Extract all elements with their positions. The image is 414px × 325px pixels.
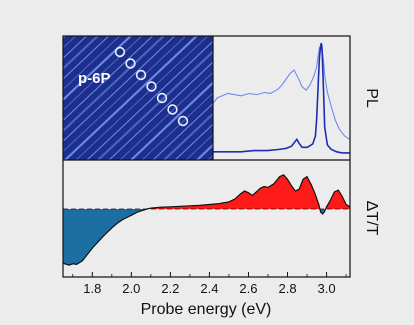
- bead: [135, 69, 147, 81]
- bead: [167, 104, 178, 115]
- image-stripe: [75, 36, 209, 160]
- image-stripe: [63, 36, 187, 153]
- x-tick-label: 2.2: [161, 281, 179, 296]
- positive-area: [147, 174, 321, 209]
- delta-t-curve: [63, 174, 350, 266]
- outer-frame: [62, 35, 351, 278]
- image-stripe: [108, 61, 213, 160]
- image-stripe: [63, 36, 166, 133]
- positive-area: [325, 190, 350, 209]
- bead: [125, 58, 136, 69]
- image-stripe: [63, 36, 133, 102]
- pl-axis-title: PL: [363, 88, 380, 108]
- x-tick-label: 2.8: [278, 281, 296, 296]
- image-stripe: [63, 36, 88, 60]
- image-stripe: [63, 36, 121, 91]
- image-stripe: [63, 36, 199, 160]
- pl-panel: [213, 42, 350, 154]
- x-axis-ticks: 1.8 2.0 2.2 2.4 2.6 2.8 3.0: [72, 272, 347, 296]
- x-tick-label: 2.4: [200, 281, 218, 296]
- image-stripe: [207, 154, 213, 160]
- image-stripe: [86, 40, 213, 160]
- pl-lines: [213, 42, 350, 154]
- bead: [114, 46, 126, 58]
- image-stripe: [63, 36, 176, 143]
- image-stripe: [217, 30, 357, 162]
- image-stripe: [63, 36, 154, 122]
- bead: [177, 115, 189, 127]
- image-stripe: [239, 30, 379, 162]
- image-stripe: [141, 92, 213, 160]
- image-stripe: [63, 36, 67, 40]
- bead: [146, 81, 157, 92]
- delta-t-area: [63, 174, 350, 266]
- bead: [156, 92, 168, 104]
- x-tick-label: 2.6: [239, 281, 257, 296]
- image-stripe: [185, 133, 213, 160]
- x-tick-label: 2.0: [122, 281, 140, 296]
- x-tick-label: 1.8: [83, 281, 101, 296]
- image-stripe: [63, 36, 110, 80]
- delta-t-axis-title: ΔT/T: [363, 201, 380, 236]
- image-stripe: [152, 102, 213, 160]
- micrograph-image: p-6P: [63, 30, 379, 162]
- pl-series-1: [213, 45, 350, 140]
- image-stripe: [129, 81, 213, 160]
- x-axis-title: Probe energy (eV): [141, 301, 272, 318]
- negative-area: [63, 209, 147, 266]
- sample-label: p-6P: [78, 70, 111, 87]
- image-stripe: [174, 123, 213, 160]
- pl-series-2: [213, 42, 350, 154]
- micrograph-beads: [114, 46, 189, 127]
- image-stripe: [119, 71, 213, 160]
- image-stripe: [162, 112, 213, 160]
- x-tick-label: 3.0: [318, 281, 336, 296]
- delta-t-panel: 1.8 2.0 2.2 2.4 2.6 2.8 3.0: [63, 174, 350, 296]
- image-stripe: [63, 36, 100, 71]
